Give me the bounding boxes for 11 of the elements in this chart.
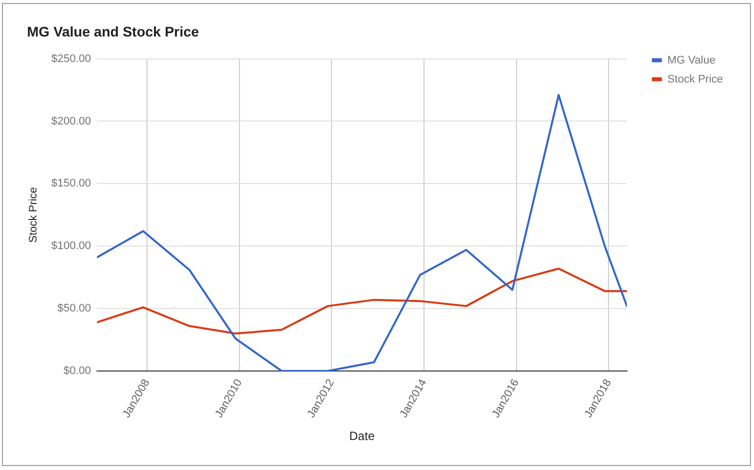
y-tick-label: $100.00 <box>51 240 91 252</box>
y-tick-label: $150.00 <box>51 178 91 190</box>
y-tick-label: $0.00 <box>63 365 91 378</box>
x-axis-title: Date <box>349 429 375 444</box>
chart-title: MG Value and Stock Price <box>27 23 200 40</box>
y-axis-title: Stock Price <box>28 187 40 243</box>
y-tick-label: $50.00 <box>57 302 91 315</box>
y-tick-label: $200.00 <box>51 115 91 128</box>
legend-label: Stock Price <box>667 73 724 86</box>
y-tick-label: $250.00 <box>51 52 91 65</box>
legend-label: MG Value <box>667 54 716 66</box>
